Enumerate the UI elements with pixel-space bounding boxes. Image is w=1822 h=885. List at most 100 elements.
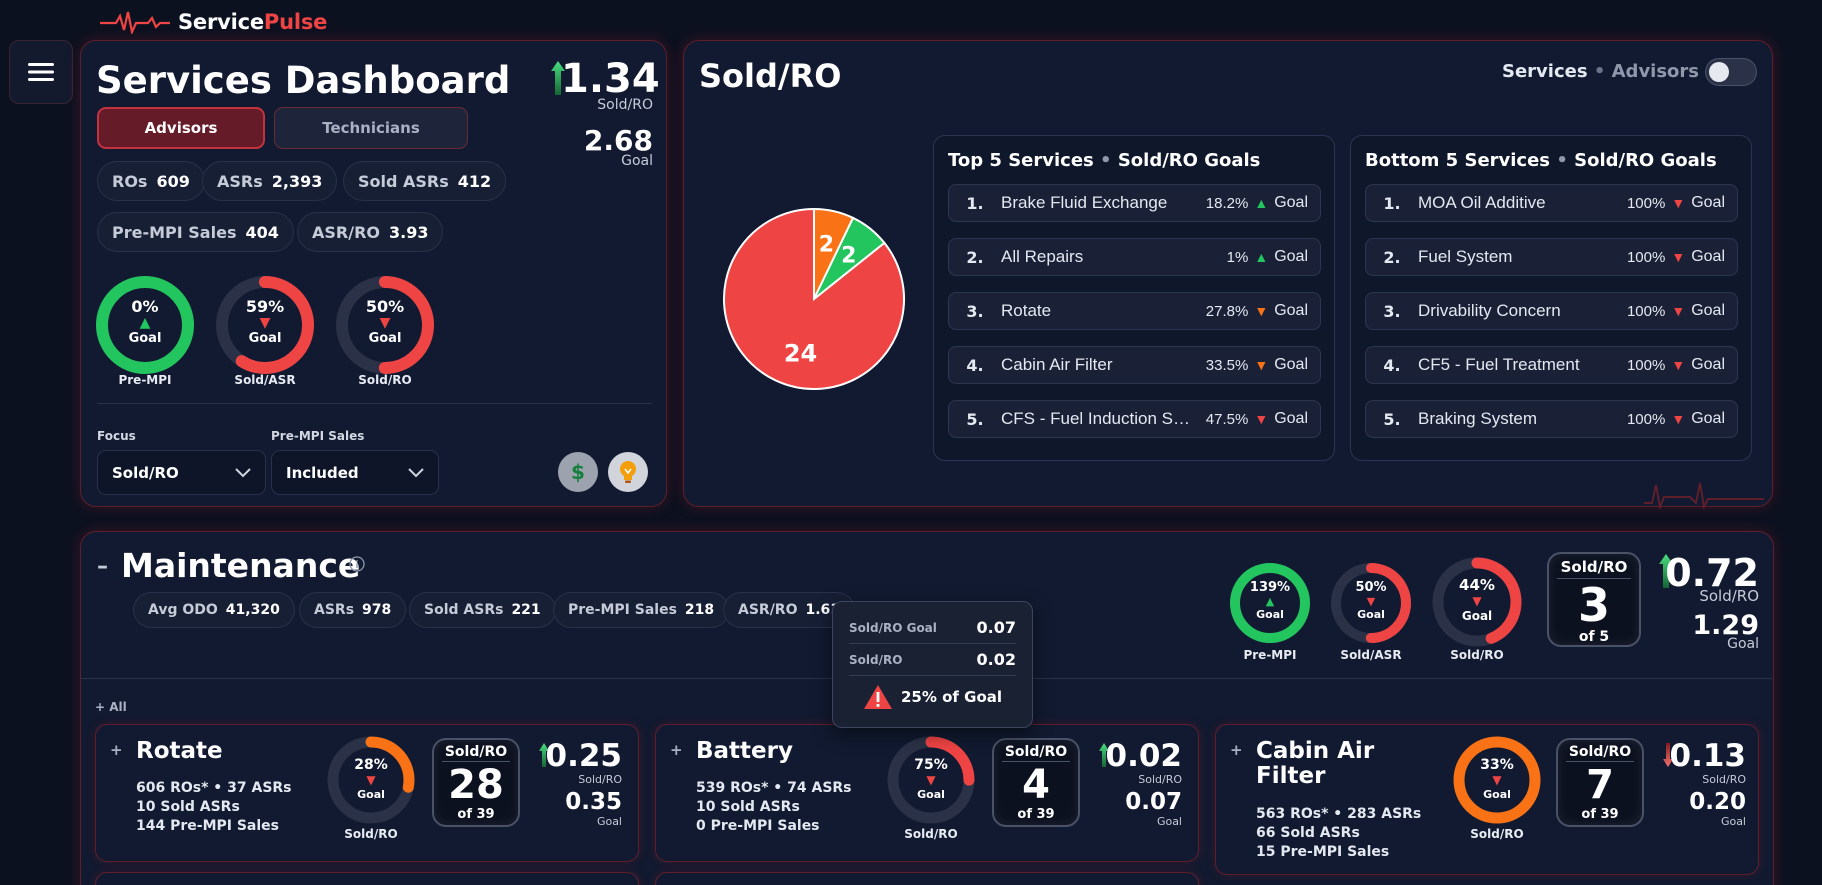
service-card-cabin-air-filter[interactable]: + Cabin Air Filter 563 ROs* • 283 ASRs 66… [1215,724,1759,875]
row-goal: Goal [1274,356,1308,373]
top-service-row[interactable]: 5. CFS - Fuel Induction S… 47.5% ▼ Goal [948,400,1321,438]
top-service-row[interactable]: 3. Rotate 27.8% ▼ Goal [948,292,1321,330]
service-card-battery[interactable]: + Battery 539 ROs* • 74 ASRs 10 Sold ASR… [655,724,1199,862]
row-percent: 18.2% [1205,194,1249,212]
service-card-rotate[interactable]: + Rotate 606 ROs* • 37 ASRs 10 Sold ASRs… [95,724,639,862]
row-percent: 100% [1626,410,1666,428]
pie-label: 24 [784,340,817,368]
card-title: Cabin Air Filter [1256,738,1375,790]
row-rank: 4. [966,355,984,375]
services-dashboard-panel: Services Dashboard Advisors Technicians … [80,40,667,507]
focus-select[interactable]: Sold/RO [97,450,266,495]
sold-ro-pie-chart: 24 2 2 [723,207,905,390]
card-detail-pre-mpi: 144 Pre-MPI Sales [136,818,280,834]
arrow-down-icon: ▼ [1671,411,1686,427]
card-sold-ro-value: 0.25 [545,738,623,774]
gauge-sold-ro: 50% ▼ Goal Sold/RO [335,275,435,387]
dollar-button[interactable]: $ [558,452,598,492]
tab-technicians[interactable]: Technicians [274,107,468,149]
row-service-name: Fuel System [1418,247,1513,266]
bottom-service-row[interactable]: 3. Drivability Concern 100% ▼ Goal [1365,292,1738,330]
row-goal: Goal [1274,302,1308,319]
info-icon[interactable] [349,556,365,572]
row-goal: Goal [1691,194,1725,211]
row-service-name: Rotate [1001,301,1052,320]
bottom-service-row[interactable]: 1. MOA Oil Additive 100% ▼ Goal [1365,184,1738,222]
service-card-partial[interactable] [95,872,639,885]
collapse-button[interactable]: – [97,554,108,579]
card-detail-ros: 606 ROs* • 37 ASRs [136,780,292,796]
trend-up-icon [551,61,565,95]
bottom-service-row[interactable]: 2. Fuel System 100% ▼ Goal [1365,238,1738,276]
arrow-down-icon: ▼ [1254,411,1269,427]
card-rank-badge: Sold/RO 4 of 39 [992,738,1080,827]
card-goal-value: 0.07 [1125,789,1182,815]
row-percent: 27.8% [1205,302,1249,320]
row-service-name: All Repairs [1001,247,1084,266]
tooltip-actual-label: Sold/RO [849,652,903,667]
sold-ro-title: Sold/RO [699,57,842,95]
card-goal-value: 0.35 [565,789,622,815]
service-card-partial[interactable] [655,872,1199,885]
show-all-link[interactable]: + All [95,700,127,714]
arrow-up-icon: ▲ [1254,195,1269,211]
pill-asrs: ASRs 2,393 [202,161,338,201]
bottom-service-row[interactable]: 4. CF5 - Fuel Treatment 100% ▼ Goal [1365,346,1738,384]
card-sold-ro-value: 0.13 [1669,738,1747,774]
arrow-down-icon: ▼ [1671,195,1686,211]
arrow-down-icon: ▼ [1671,357,1686,373]
pill-asr-ro: ASR/RO 3.93 [297,212,444,252]
card-goal-value: 0.20 [1689,789,1746,815]
trend-down-icon [1663,743,1673,767]
pill-pre-mpi-sales: Pre-MPI Sales 404 [97,212,294,252]
card-sold-ro-value: 0.02 [1105,738,1183,774]
card-sold-ro-label: Sold/RO [1138,773,1182,786]
tab-advisors[interactable]: Advisors [97,107,265,149]
maint-goal-label: Goal [1727,636,1759,652]
row-goal: Goal [1274,248,1308,265]
trend-up-icon [1099,743,1109,767]
bulb-icon [620,461,636,483]
dashboard-goal-value: 2.68 [583,124,653,157]
maint-sold-ro-label: Sold/RO [1699,587,1759,605]
top-service-row[interactable]: 2. All Repairs 1% ▲ Goal [948,238,1321,276]
arrow-up-icon: ▲ [1254,249,1269,265]
card-rank-badge: Sold/RO 28 of 39 [432,738,520,827]
gauge-pre-mpi: 0% ▲ Goal Pre-MPI [95,275,195,387]
page-title: Services Dashboard [96,59,511,102]
sold-ro-tooltip: Sold/RO Goal 0.07 Sold/RO 0.02 25% of Goal [832,601,1033,728]
top-service-row[interactable]: 4. Cabin Air Filter 33.5% ▼ Goal [948,346,1321,384]
row-goal: Goal [1691,302,1725,319]
bottom-service-row[interactable]: 5. Braking System 100% ▼ Goal [1365,400,1738,438]
expand-button[interactable]: + [670,741,683,759]
row-rank: 5. [1383,409,1401,429]
maintenance-title: Maintenance [121,546,361,585]
expand-button[interactable]: + [1230,741,1243,759]
row-percent: 1% [1226,248,1249,266]
app-logo: ServicePulse [100,10,327,34]
row-rank: 2. [966,247,984,267]
pie-slice-green[interactable] [813,216,886,300]
top-service-row[interactable]: 1. Brake Fluid Exchange 18.2% ▲ Goal [948,184,1321,222]
pill-maint-sold-asrs: Sold ASRs 221 [409,592,556,628]
row-rank: 3. [966,301,984,321]
row-service-name: Brake Fluid Exchange [1001,193,1168,212]
trend-up-icon [539,743,549,767]
expand-button[interactable]: + [110,741,123,759]
services-advisors-toggle[interactable] [1705,58,1757,86]
card-sold-ro-label: Sold/RO [1702,773,1746,786]
maint-gauge-sold-ro: 44% ▼ Goal Sold/RO [1431,556,1523,662]
row-rank: 3. [1383,301,1401,321]
menu-button[interactable] [9,40,73,104]
row-goal: Goal [1274,410,1308,427]
pill-ros: ROs 609 [97,161,205,201]
row-percent: 100% [1626,248,1666,266]
dashboard-goal-label: Goal [621,153,653,169]
bottom-5-title: Bottom 5 Services • Sold/RO Goals [1365,150,1717,171]
pre-mpi-sales-select[interactable]: Included [271,450,439,495]
card-title: Rotate [136,738,223,764]
arrow-down-icon: ▼ [1671,249,1686,265]
bulb-button[interactable] [608,452,648,492]
maint-sold-ro-value: 0.72 [1665,551,1759,595]
view-toggle-label: Services • Advisors [1502,61,1700,82]
